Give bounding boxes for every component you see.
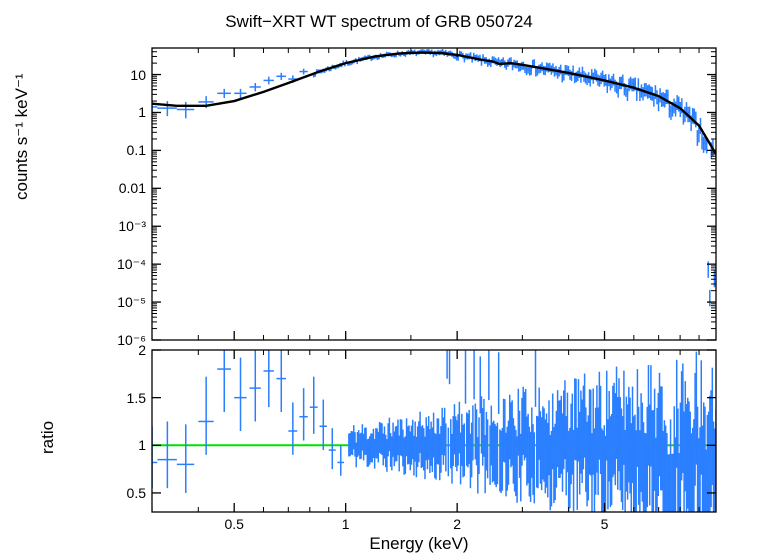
tick-label: 1	[96, 104, 146, 120]
tick-label: 10⁻⁴	[96, 256, 146, 273]
tick-label: 1	[342, 516, 350, 532]
tick-label: 1.5	[96, 390, 146, 406]
tick-label: 10⁻³	[96, 218, 146, 235]
tick-label: 5	[601, 516, 609, 532]
tick-label: 1	[96, 437, 146, 453]
tick-label: 0.5	[224, 516, 243, 532]
tick-label: 0.1	[96, 142, 146, 158]
tick-label: 10	[96, 67, 146, 83]
chart-svg	[0, 0, 758, 556]
tick-label: 0.5	[96, 485, 146, 501]
tick-label: 10⁻⁵	[96, 294, 146, 311]
tick-label: 0.01	[96, 180, 146, 196]
tick-label: 2	[96, 342, 146, 358]
tick-label: 2	[453, 516, 461, 532]
